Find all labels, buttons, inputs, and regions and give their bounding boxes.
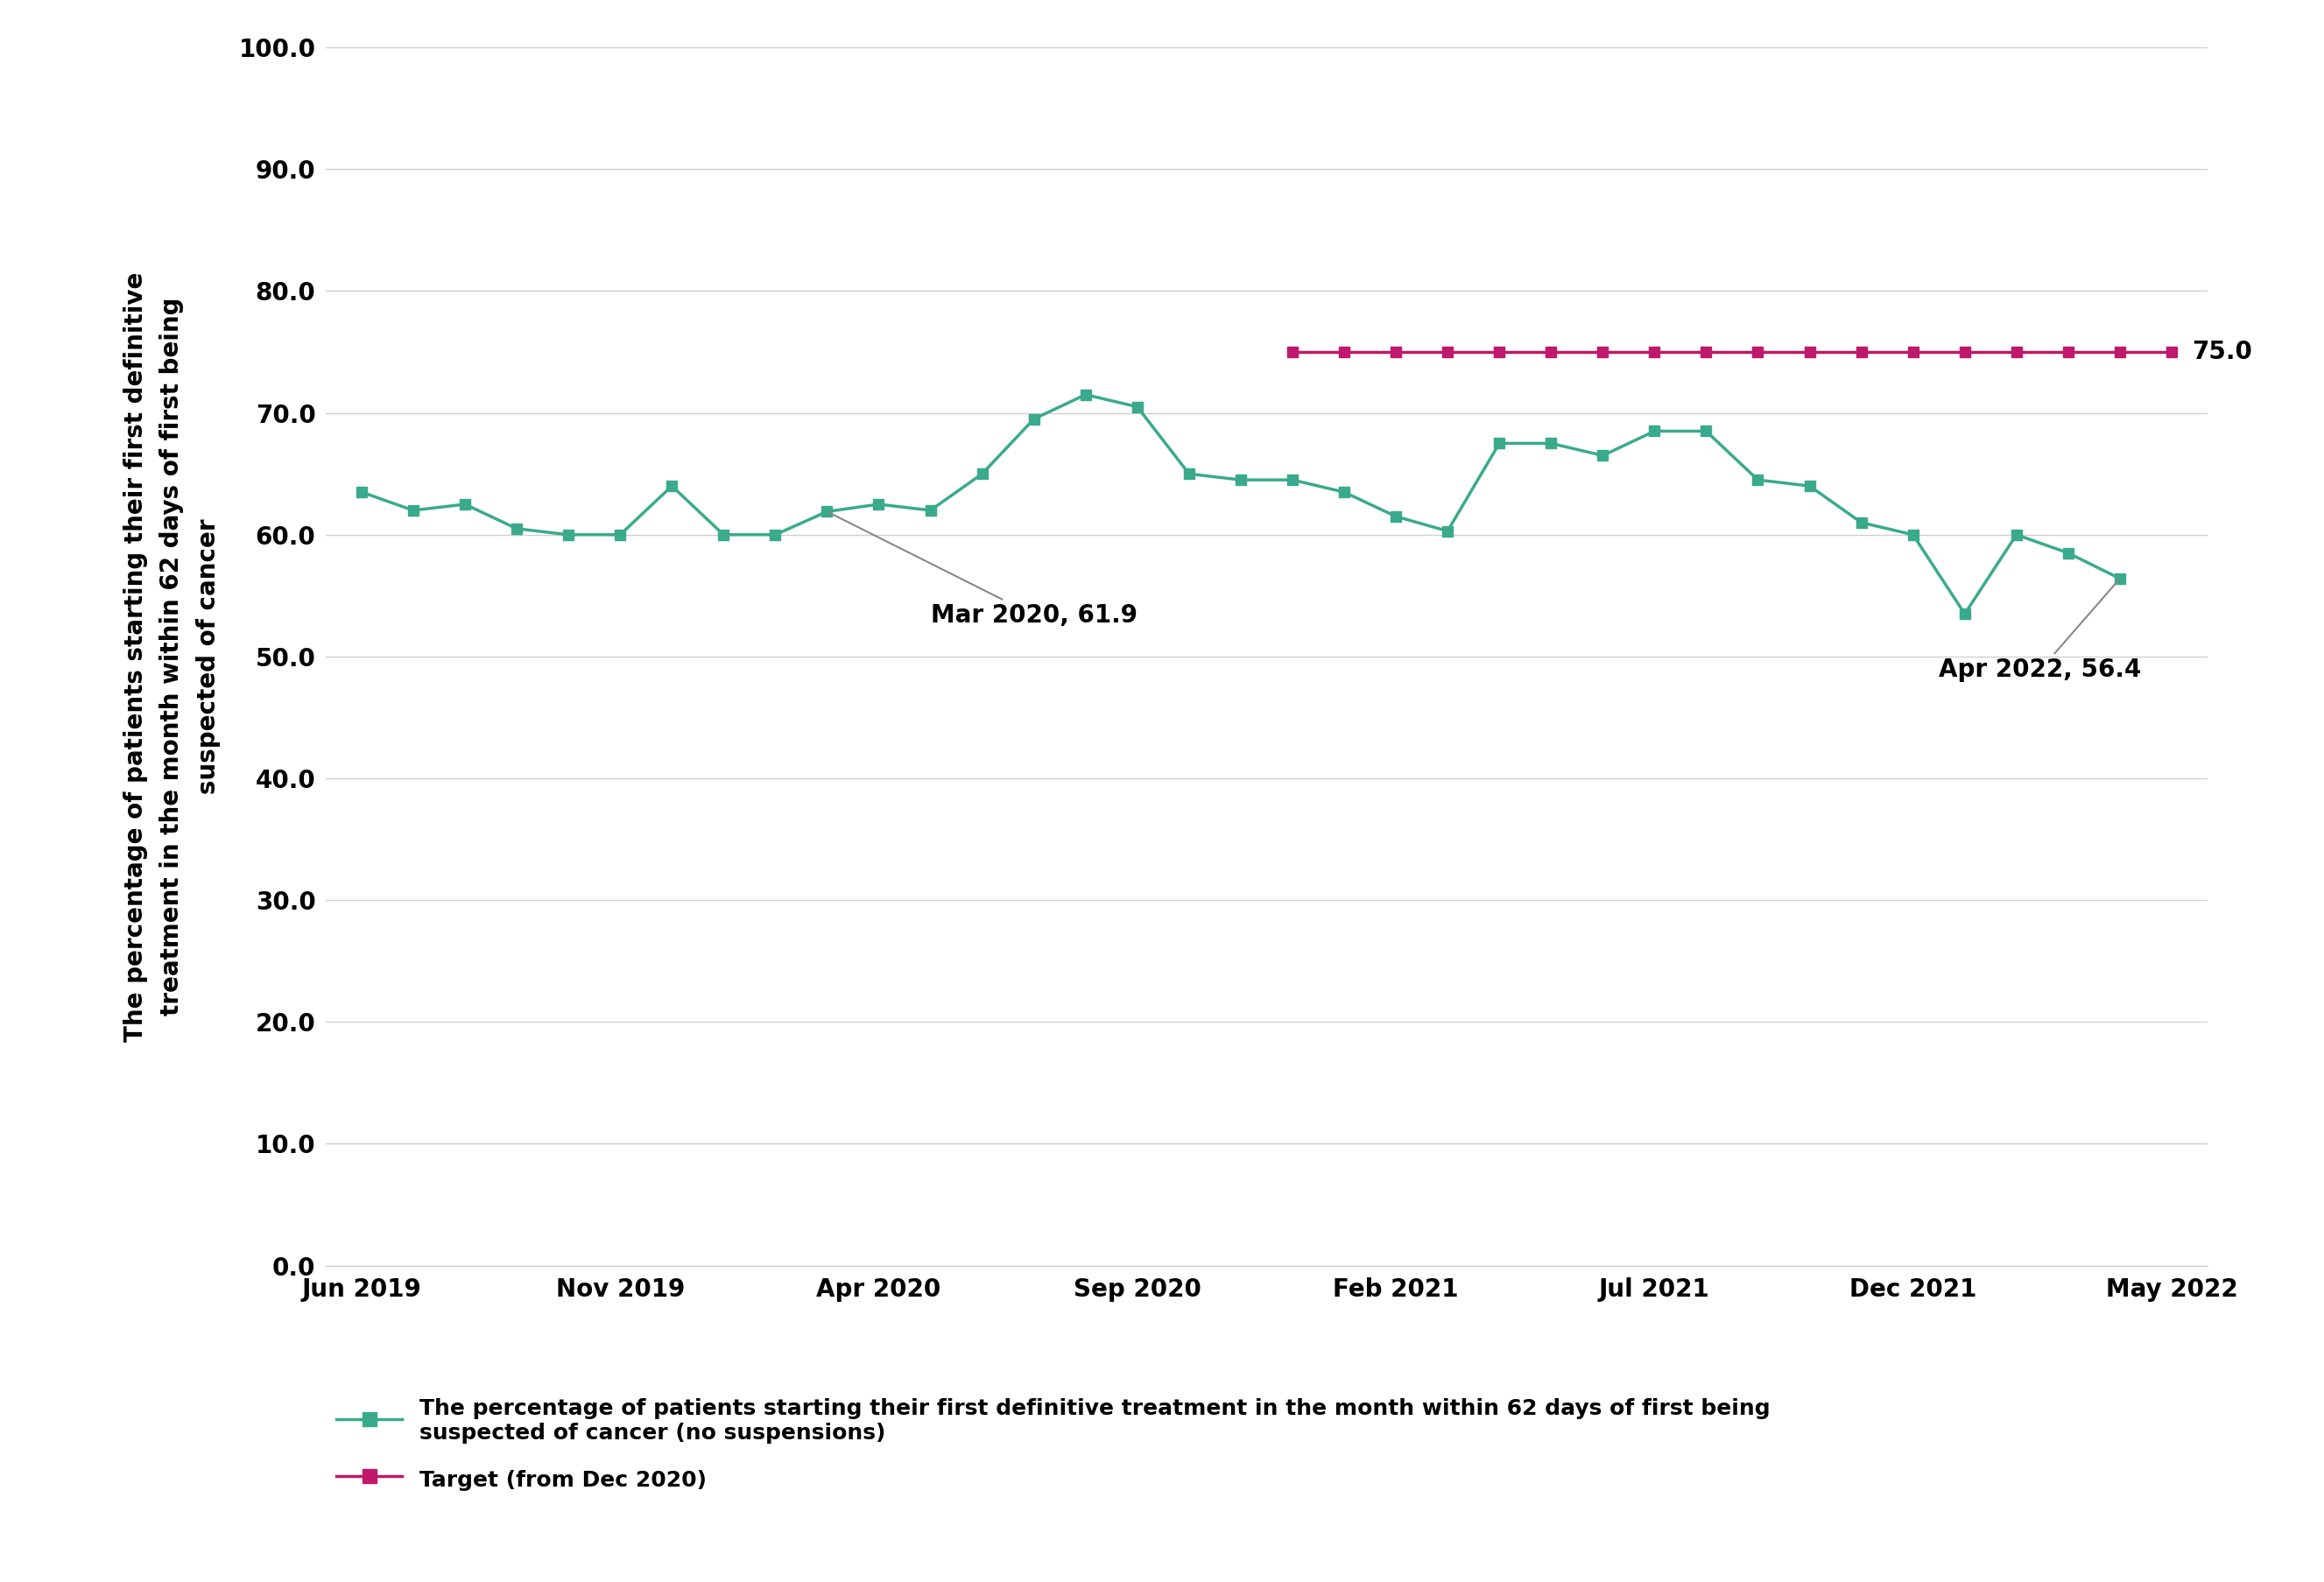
Y-axis label: The percentage of patients starting their first definitive
treatment in the mont: The percentage of patients starting thei… xyxy=(123,272,221,1041)
Text: Mar 2020, 61.9: Mar 2020, 61.9 xyxy=(830,513,1136,628)
Text: 75.0: 75.0 xyxy=(2192,340,2252,364)
Text: Apr 2022, 56.4: Apr 2022, 56.4 xyxy=(1938,581,2140,682)
Legend: The percentage of patients starting their first definitive treatment in the mont: The percentage of patients starting thei… xyxy=(337,1398,1771,1492)
